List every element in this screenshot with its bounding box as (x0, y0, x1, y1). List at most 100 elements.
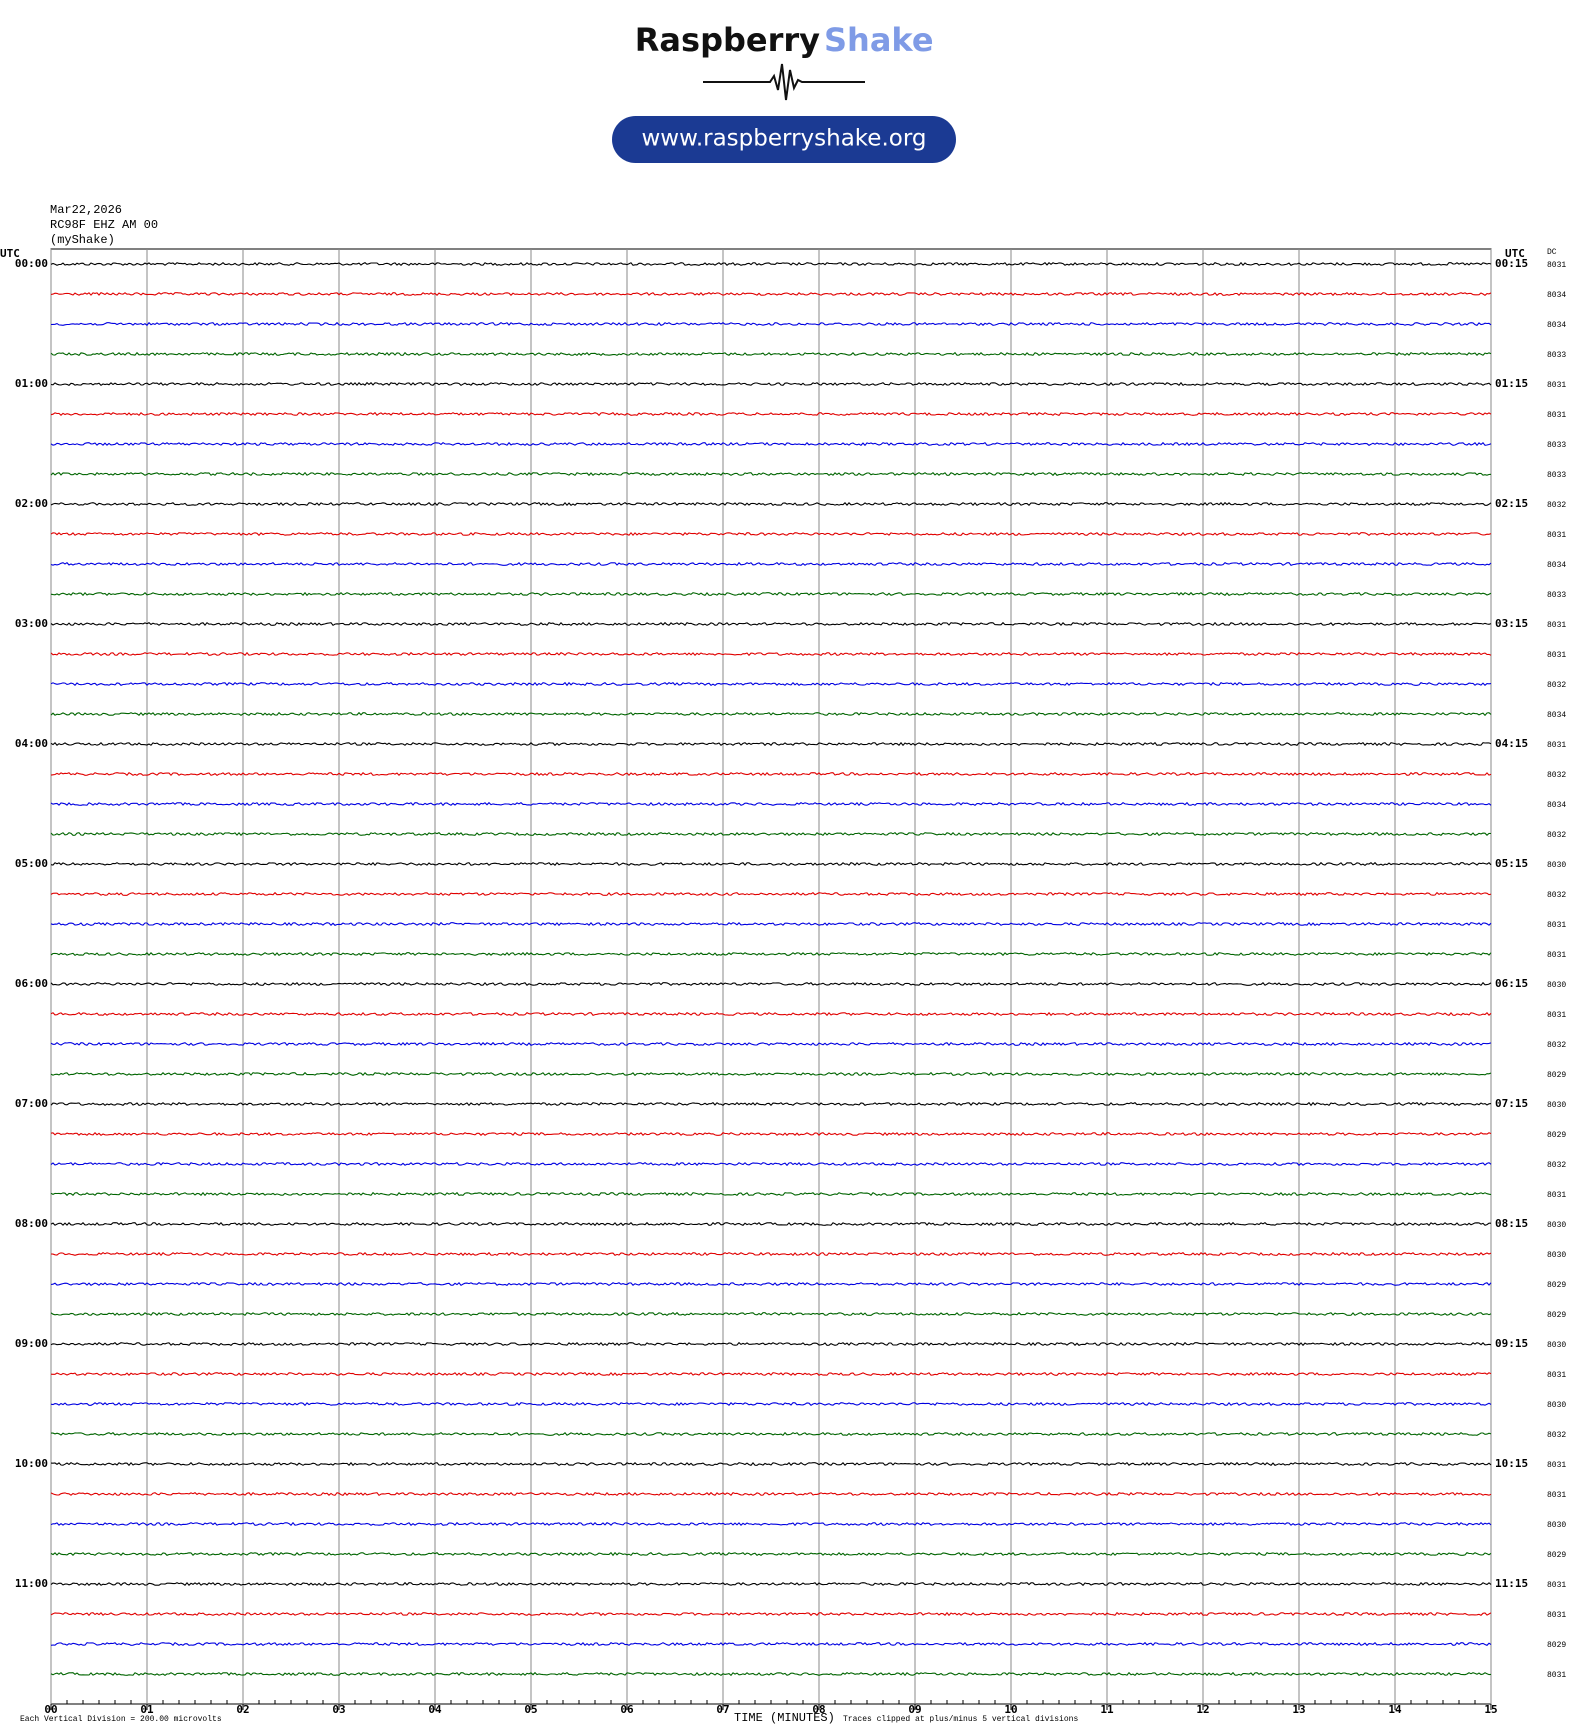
dc-value: 8030 (1547, 1251, 1566, 1260)
x-axis-label: TIME (MINUTES) (734, 1711, 835, 1725)
trace (50, 1311, 1492, 1317)
date: Mar22,2026 (50, 203, 122, 217)
x-tick-label: 06 (620, 1703, 634, 1716)
dc-value: 8030 (1547, 1101, 1566, 1110)
left-hour-label: 08:00 (15, 1217, 48, 1230)
dc-value: 8031 (1547, 411, 1566, 420)
trace (50, 1341, 1492, 1347)
dc-value: 8030 (1547, 1221, 1566, 1230)
x-tick-label: 10 (1004, 1703, 1017, 1716)
trace (50, 471, 1492, 477)
dc-value: 8031 (1547, 1461, 1566, 1470)
trace (50, 1641, 1492, 1647)
right-hour-label: 01:15 (1495, 377, 1528, 390)
trace (50, 1551, 1492, 1557)
right-hour-label: 09:15 (1495, 1337, 1528, 1350)
trace (51, 1431, 1492, 1437)
trace (50, 1221, 1491, 1227)
dc-value: 8031 (1547, 1581, 1566, 1590)
left-axis-title: UTC (0, 247, 20, 260)
x-tick-label: 15 (1484, 1703, 1497, 1716)
x-tick-label: 03 (332, 1703, 345, 1716)
trace (50, 681, 1492, 687)
right-hour-label: 07:15 (1495, 1097, 1528, 1110)
dc-value: 8032 (1547, 771, 1566, 780)
dc-value: 8031 (1547, 1011, 1566, 1020)
trace (50, 441, 1492, 447)
right-axis-title: UTC (1505, 247, 1525, 260)
trace (50, 1191, 1492, 1197)
trace (50, 1611, 1492, 1617)
dc-value: 8031 (1547, 1671, 1566, 1680)
trace (50, 411, 1492, 417)
dc-value: 8030 (1547, 1401, 1566, 1410)
x-tick-label: 08 (812, 1703, 825, 1716)
trace (50, 741, 1492, 747)
trace (50, 1401, 1492, 1407)
dc-value: 8034 (1547, 561, 1566, 570)
x-tick-label: 00 (44, 1703, 57, 1716)
trace (50, 1251, 1492, 1257)
trace (50, 1371, 1492, 1377)
logo-brand: Raspberry (635, 21, 820, 59)
x-tick-label: 12 (1196, 1703, 1209, 1716)
trace (50, 1131, 1492, 1137)
dc-value: 8029 (1547, 1131, 1566, 1140)
x-tick-label: 05 (524, 1703, 537, 1716)
right-hour-label: 05:15 (1495, 857, 1528, 870)
dc-value: 8032 (1547, 891, 1566, 900)
dc-value: 8034 (1547, 291, 1566, 300)
trace (50, 1011, 1492, 1017)
trace (50, 561, 1492, 567)
dc-value: 8031 (1547, 261, 1566, 270)
dc-value: 8030 (1547, 1521, 1566, 1530)
dc-value: 8032 (1547, 831, 1566, 840)
trace (50, 351, 1492, 357)
dc-value: 8033 (1547, 591, 1566, 600)
dc-value: 8031 (1547, 1491, 1566, 1500)
left-hour-label: 07:00 (15, 1097, 48, 1110)
dc-value: 8032 (1547, 1161, 1566, 1170)
right-hour-label: 10:15 (1495, 1457, 1528, 1470)
plot-frame (50, 248, 1492, 1705)
dc-value: 8031 (1547, 1371, 1566, 1380)
dc-value: 8033 (1547, 441, 1566, 450)
trace (50, 1671, 1492, 1677)
x-tick-label: 01 (140, 1703, 154, 1716)
trace (50, 381, 1492, 387)
trace (50, 801, 1492, 807)
dc-value: 8033 (1547, 471, 1566, 480)
dc-value: 8030 (1547, 981, 1566, 990)
dc-value: 8029 (1547, 1071, 1566, 1080)
trace (50, 291, 1492, 297)
url-text: www.raspberryshake.org (642, 126, 927, 152)
trace (50, 651, 1492, 657)
x-tick-label: 07 (716, 1703, 729, 1716)
right-hour-label: 06:15 (1495, 977, 1528, 990)
url-pill (612, 116, 956, 163)
left-hour-label: 09:00 (15, 1337, 48, 1350)
dc-title: DC (1547, 248, 1557, 257)
right-hour-label: 11:15 (1495, 1577, 1528, 1590)
trace (50, 1071, 1492, 1077)
trace (50, 951, 1492, 957)
clip-note: Traces clipped at plus/minus 5 vertical … (843, 1715, 1078, 1724)
trace (50, 1521, 1492, 1527)
left-hour-label: 03:00 (15, 617, 48, 630)
trace (50, 1161, 1492, 1167)
trace (50, 981, 1492, 987)
trace (50, 1281, 1492, 1287)
trace (50, 621, 1492, 627)
trace (50, 321, 1492, 327)
x-tick-label: 13 (1292, 1703, 1305, 1716)
dc-value: 8029 (1547, 1311, 1566, 1320)
dc-value: 8031 (1547, 1191, 1566, 1200)
left-hour-label: 10:00 (15, 1457, 48, 1470)
right-hour-label: 02:15 (1495, 497, 1528, 510)
trace (50, 591, 1492, 597)
dc-value: 8034 (1547, 321, 1566, 330)
dc-value: 8029 (1547, 1281, 1566, 1290)
x-tick-label: 04 (428, 1703, 442, 1716)
dc-value: 8031 (1547, 531, 1566, 540)
dc-value: 8031 (1547, 381, 1566, 390)
